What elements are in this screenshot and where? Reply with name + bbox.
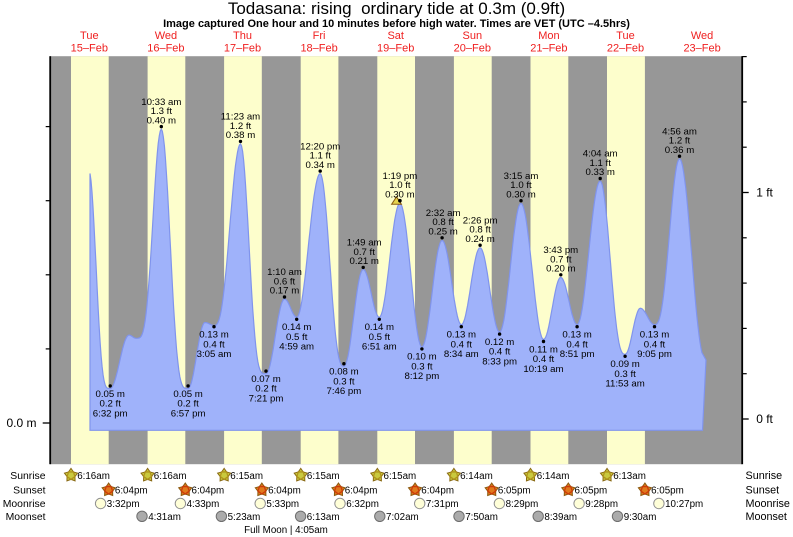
svg-text:7:50am: 7:50am xyxy=(465,512,498,523)
svg-text:6:16am: 6:16am xyxy=(77,471,110,482)
svg-text:2:32 am0.8 ft0.25 m: 2:32 am 0.8 ft 0.25 m xyxy=(426,208,461,238)
svg-text:6:04pm: 6:04pm xyxy=(115,486,148,497)
svg-text:Sunrise: Sunrise xyxy=(10,471,45,482)
svg-text:Moonrise: Moonrise xyxy=(746,498,790,510)
svg-text:Todasana: rising ordinary tid: Todasana: rising ordinary tide at 0.3m (… xyxy=(228,0,565,18)
svg-text:9:30am: 9:30am xyxy=(624,512,657,523)
svg-text:3:32pm: 3:32pm xyxy=(107,499,140,510)
svg-text:Moonset: Moonset xyxy=(746,511,787,523)
svg-text:1:49 am0.7 ft0.21 m: 1:49 am 0.7 ft 0.21 m xyxy=(347,238,382,268)
svg-text:Tue: Tue xyxy=(80,30,99,42)
svg-text:12:20 pm1.1 ft0.34 m: 12:20 pm 1.1 ft 0.34 m xyxy=(300,141,340,171)
svg-text:10:27pm: 10:27pm xyxy=(665,499,703,510)
svg-text:Full Moon | 4:05am: Full Moon | 4:05am xyxy=(244,525,328,536)
svg-text:0.14 m0.5 ft6:51 am: 0.14 m 0.5 ft 6:51 am xyxy=(362,322,397,353)
svg-text:8:29pm: 8:29pm xyxy=(506,499,539,510)
svg-text:6:15am: 6:15am xyxy=(230,471,263,482)
svg-text:1:10 am0.6 ft0.17 m: 1:10 am 0.6 ft 0.17 m xyxy=(267,267,302,297)
svg-text:6:15am: 6:15am xyxy=(384,471,417,482)
svg-text:16–Feb: 16–Feb xyxy=(147,43,184,55)
svg-text:7:02am: 7:02am xyxy=(386,512,419,523)
svg-text:4:31am: 4:31am xyxy=(148,512,181,523)
svg-text:0.0 m: 0.0 m xyxy=(6,416,36,430)
svg-text:0 ft: 0 ft xyxy=(756,412,773,426)
svg-text:4:56 am1.2 ft0.36 m: 4:56 am 1.2 ft 0.36 m xyxy=(662,126,697,156)
svg-text:5:33pm: 5:33pm xyxy=(266,499,299,510)
svg-text:0.13 m0.4 ft9:05 pm: 0.13 m 0.4 ft 9:05 pm xyxy=(637,330,672,361)
svg-text:0.10 m0.3 ft8:12 pm: 0.10 m 0.3 ft 8:12 pm xyxy=(405,352,440,383)
svg-text:19–Feb: 19–Feb xyxy=(377,43,414,55)
svg-text:Sunset: Sunset xyxy=(746,485,780,497)
svg-text:6:05pm: 6:05pm xyxy=(575,486,608,497)
svg-text:0.07 m0.2 ft7:21 pm: 0.07 m 0.2 ft 7:21 pm xyxy=(249,374,284,405)
svg-text:4:04 am1.1 ft0.33 m: 4:04 am 1.1 ft 0.33 m xyxy=(583,149,618,179)
svg-text:Sunrise: Sunrise xyxy=(746,470,783,482)
svg-text:Wed: Wed xyxy=(691,30,713,42)
svg-text:0.13 m0.4 ft8:34 am: 0.13 m 0.4 ft 8:34 am xyxy=(444,330,479,361)
svg-text:1:19 pm1.0 ft0.30 m: 1:19 pm 1.0 ft 0.30 m xyxy=(383,171,418,201)
svg-text:0.13 m0.4 ft8:51 pm: 0.13 m 0.4 ft 8:51 pm xyxy=(560,330,595,361)
svg-text:Wed: Wed xyxy=(155,30,177,42)
svg-text:0.08 m0.3 ft7:46 pm: 0.08 m 0.3 ft 7:46 pm xyxy=(327,367,362,398)
svg-text:Mon: Mon xyxy=(538,30,559,42)
svg-text:Tue: Tue xyxy=(616,30,635,42)
svg-text:Sunset: Sunset xyxy=(13,486,45,497)
svg-text:21–Feb: 21–Feb xyxy=(530,43,567,55)
svg-text:6:13am: 6:13am xyxy=(613,471,646,482)
svg-text:1 ft: 1 ft xyxy=(756,186,773,200)
svg-text:6:04pm: 6:04pm xyxy=(268,486,301,497)
svg-text:6:14am: 6:14am xyxy=(537,471,570,482)
svg-text:Fri: Fri xyxy=(313,30,326,42)
svg-text:6:15am: 6:15am xyxy=(307,471,340,482)
svg-text:Sun: Sun xyxy=(463,30,483,42)
svg-text:0.13 m0.4 ft3:05 am: 0.13 m 0.4 ft 3:05 am xyxy=(197,330,232,361)
svg-text:Image captured One hour and 10: Image captured One hour and 10 minutes b… xyxy=(163,18,630,30)
svg-text:6:16am: 6:16am xyxy=(154,471,187,482)
svg-text:6:13am: 6:13am xyxy=(307,512,340,523)
svg-text:2:26 pm0.8 ft0.24 m: 2:26 pm 0.8 ft 0.24 m xyxy=(463,215,498,245)
svg-text:0.12 m0.4 ft8:33 pm: 0.12 m 0.4 ft 8:33 pm xyxy=(482,337,517,368)
svg-text:11:23 am1.2 ft0.38 m: 11:23 am 1.2 ft 0.38 m xyxy=(221,112,260,142)
svg-text:0.05 m0.2 ft6:32 pm: 0.05 m 0.2 ft 6:32 pm xyxy=(93,389,128,420)
svg-text:22–Feb: 22–Feb xyxy=(607,43,644,55)
svg-text:15–Feb: 15–Feb xyxy=(71,43,108,55)
svg-text:6:32pm: 6:32pm xyxy=(346,499,379,510)
svg-text:23–Feb: 23–Feb xyxy=(683,43,720,55)
svg-text:0.05 m0.2 ft6:57 pm: 0.05 m 0.2 ft 6:57 pm xyxy=(171,389,206,420)
svg-text:6:05pm: 6:05pm xyxy=(498,486,531,497)
svg-text:6:04pm: 6:04pm xyxy=(192,486,225,497)
svg-text:3:15 am1.0 ft0.30 m: 3:15 am 1.0 ft 0.30 m xyxy=(504,171,539,201)
svg-text:5:23am: 5:23am xyxy=(228,512,261,523)
svg-text:6:04pm: 6:04pm xyxy=(345,486,378,497)
svg-text:8:39am: 8:39am xyxy=(544,512,577,523)
svg-text:3:43 pm0.7 ft0.20 m: 3:43 pm 0.7 ft 0.20 m xyxy=(543,245,578,275)
svg-text:6:05pm: 6:05pm xyxy=(651,486,684,497)
svg-text:4:33pm: 4:33pm xyxy=(187,499,220,510)
svg-text:0.14 m0.5 ft4:59 am: 0.14 m 0.5 ft 4:59 am xyxy=(279,322,314,353)
svg-text:6:14am: 6:14am xyxy=(460,471,493,482)
svg-text:17–Feb: 17–Feb xyxy=(224,43,261,55)
svg-text:Sat: Sat xyxy=(387,30,404,42)
svg-text:18–Feb: 18–Feb xyxy=(300,43,337,55)
svg-text:20–Feb: 20–Feb xyxy=(454,43,491,55)
svg-text:Thu: Thu xyxy=(233,30,252,42)
svg-text:7:31pm: 7:31pm xyxy=(426,499,459,510)
svg-text:10:33 am1.3 ft0.40 m: 10:33 am 1.3 ft 0.40 m xyxy=(141,97,181,127)
svg-text:9:28pm: 9:28pm xyxy=(585,499,618,510)
svg-text:Moonset: Moonset xyxy=(6,512,46,523)
svg-text:Moonrise: Moonrise xyxy=(3,499,46,510)
svg-text:6:04pm: 6:04pm xyxy=(421,486,454,497)
